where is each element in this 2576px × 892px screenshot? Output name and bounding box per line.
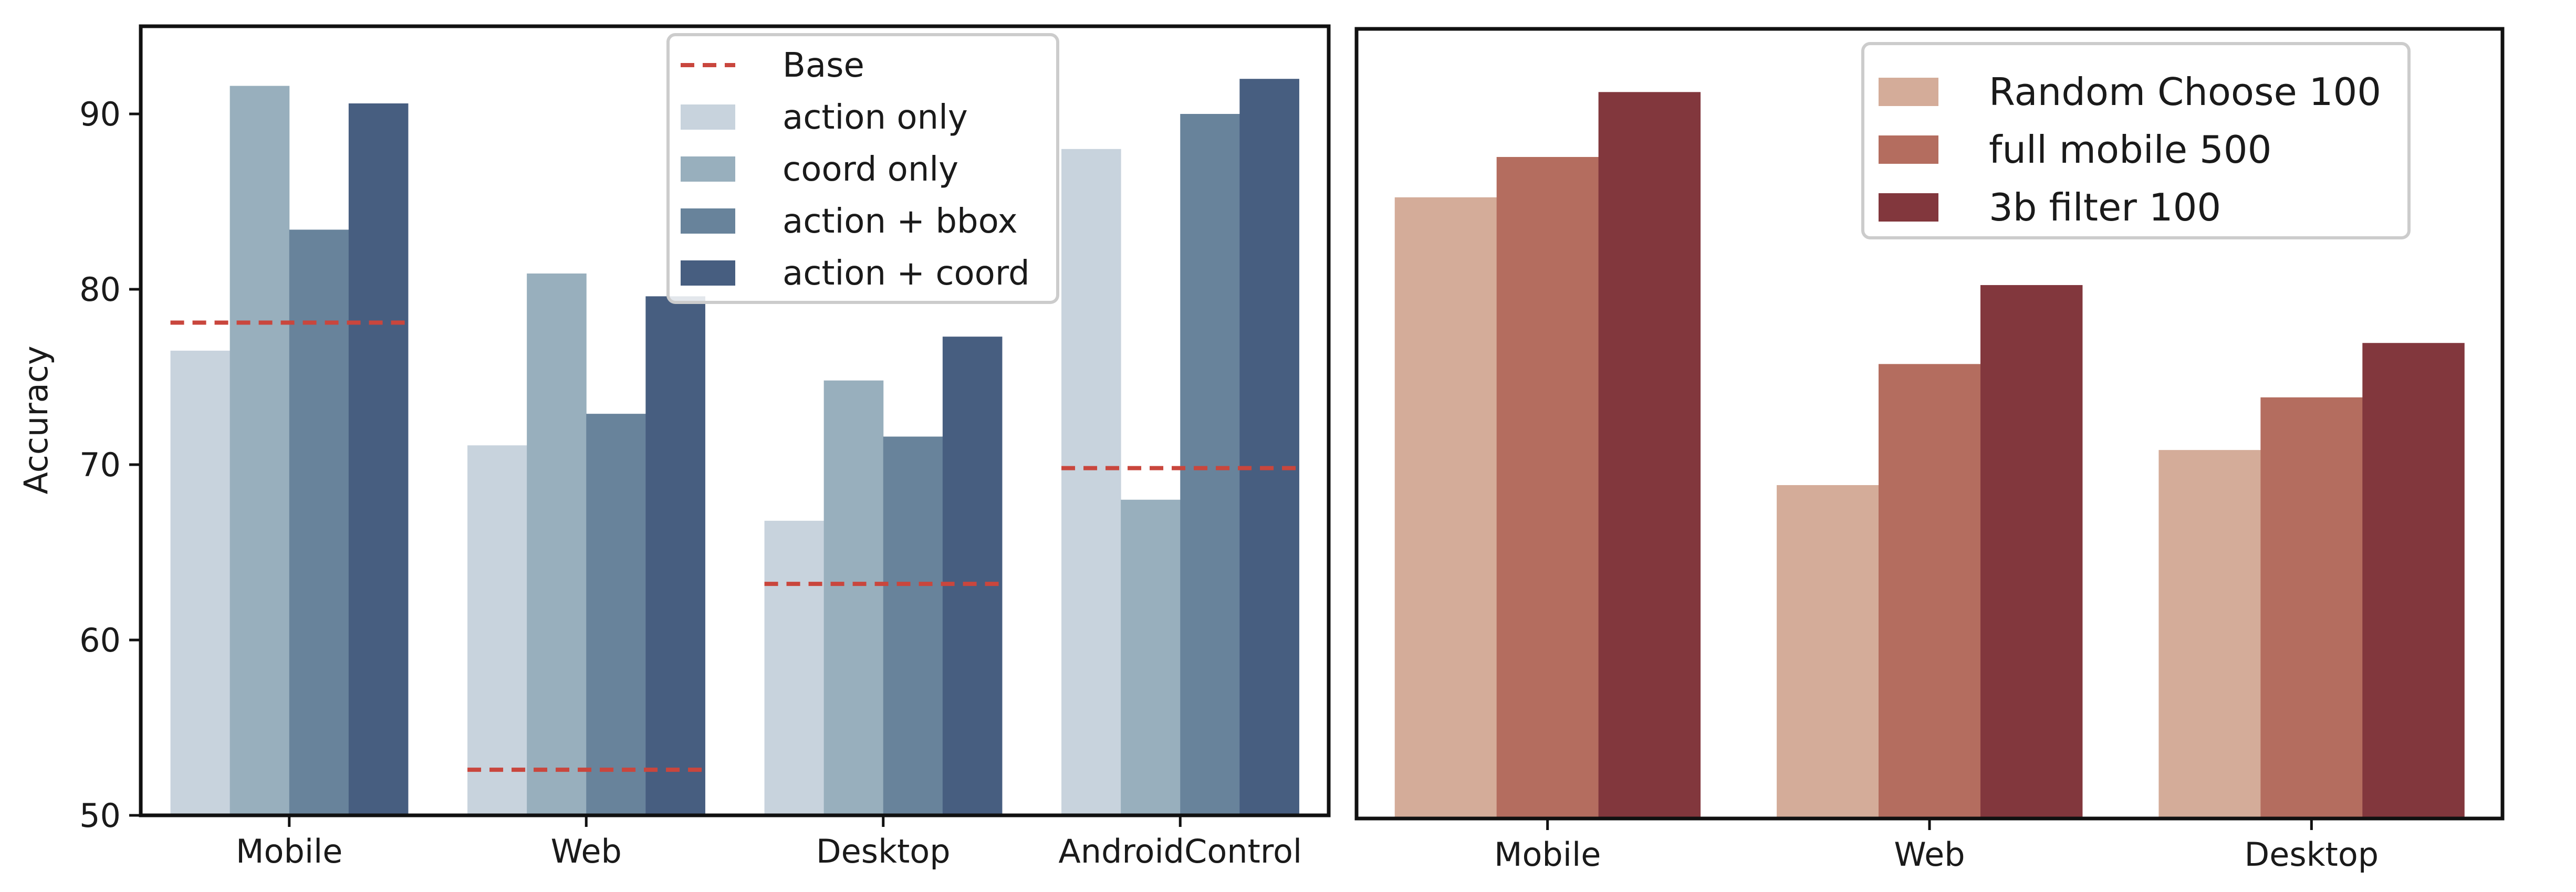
legend-label-base: Base (783, 46, 864, 85)
bar-action-coord-androidcontrol (1239, 79, 1299, 816)
legend-label-coord-only: coord only (783, 150, 958, 189)
right-chart-panel: Mobile Web Desktop Random Choose 100 full mo… (1354, 27, 2505, 874)
x-tick-label-androidcontrol: AndroidControl (1058, 832, 1302, 870)
x-tick-label-right-mobile: Mobile (1494, 835, 1601, 874)
left-legend-box (666, 33, 1059, 304)
bar-action-only-androidcontrol (1061, 149, 1121, 815)
bar-full-mobile-500-mobile (1496, 156, 1599, 819)
x-tick-label-right-desktop: Desktop (2244, 835, 2379, 874)
y-tick-label-70: 70 (79, 446, 121, 484)
bar-random-choose-100-web (1777, 485, 1879, 818)
right-legend-box (1861, 42, 2411, 239)
left-chart-panel: 50 60 70 80 90 Mobile Web Desktop AndroidControl… (79, 24, 1331, 870)
bar-action-bbox-mobile (289, 229, 349, 816)
bar-coord-only-desktop (823, 380, 884, 815)
bar-coord-only-androidcontrol (1121, 499, 1181, 815)
legend-label-random-choose-100: Random Choose 100 (1989, 70, 2381, 114)
bar-action-only-web (467, 445, 527, 815)
legend-swatch-full-mobile-500 (1879, 135, 1938, 164)
x-tick-label-mobile: Mobile (236, 832, 342, 870)
legend-swatch-action-only (681, 104, 735, 130)
bar-action-bbox-web (586, 414, 646, 815)
bar-action-only-desktop (764, 520, 825, 815)
bar-action-coord-web (645, 296, 705, 815)
y-axis-label: Accuracy (17, 345, 55, 494)
x-tick-label-web: Web (551, 832, 622, 870)
y-tick-label-90: 90 (79, 95, 121, 133)
left-plot-frame (139, 24, 1331, 817)
legend-swatch-random-choose-100 (1879, 78, 1938, 106)
y-tick-label-60: 60 (79, 621, 121, 659)
bar-coord-only-web (527, 273, 587, 816)
bar-random-choose-100-desktop (2158, 450, 2261, 818)
legend-swatch-3b-filter-100 (1879, 193, 1938, 222)
bar-coord-only-mobile (230, 86, 290, 815)
bar-3b-filter-100-desktop (2362, 343, 2465, 818)
bar-full-mobile-500-web (1879, 364, 1981, 818)
legend-swatch-action-coord (681, 260, 735, 286)
x-tick-label-desktop: Desktop (816, 832, 951, 870)
bar-full-mobile-500-desktop (2260, 397, 2363, 818)
legend-label-action-bbox: action + bbox (783, 202, 1018, 241)
bar-action-coord-desktop (942, 337, 1003, 815)
y-tick-label-50: 50 (79, 796, 121, 835)
right-legend: Random Choose 100 full mobile 500 3b filte… (1861, 42, 2411, 239)
y-tick-label-80: 80 (79, 270, 121, 309)
bar-action-bbox-desktop (883, 436, 943, 815)
bar-action-only-mobile (170, 350, 231, 815)
bar-action-coord-mobile (348, 103, 409, 816)
legend-label-action-only: action only (783, 98, 968, 137)
legend-label-action-coord: action + coord (783, 254, 1030, 293)
legend-swatch-action-bbox (681, 208, 735, 234)
bar-random-choose-100-mobile (1394, 197, 1497, 819)
legend-label-full-mobile-500: full mobile 500 (1989, 128, 2271, 172)
bar-3b-filter-100-mobile (1598, 92, 1701, 818)
legend-label-3b-filter-100: 3b filter 100 (1989, 185, 2221, 229)
legend-swatch-coord-only (681, 156, 735, 182)
x-tick-label-right-web: Web (1894, 835, 1965, 874)
bar-3b-filter-100-web (1980, 285, 2083, 818)
bar-action-bbox-androidcontrol (1180, 114, 1240, 815)
left-legend: Base action only coord only action + bbox ac… (666, 33, 1059, 304)
